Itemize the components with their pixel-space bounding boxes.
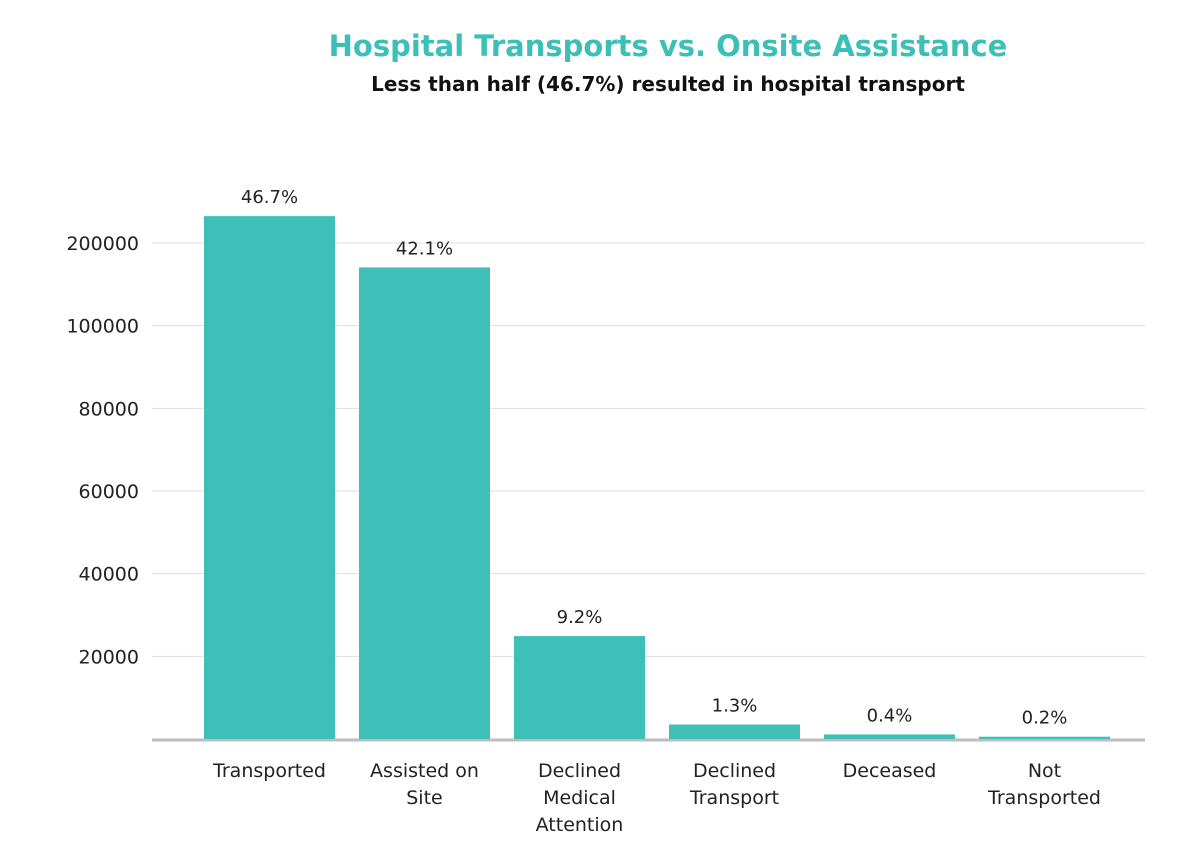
y-tick-label: 200000: [66, 233, 139, 255]
x-category-label: Declined: [538, 760, 621, 782]
y-tick-label: 60000: [79, 481, 139, 503]
bar: [514, 636, 645, 739]
bars: [204, 216, 1110, 740]
chart-subtitle: Less than half (46.7%) resulted in hospi…: [371, 72, 965, 96]
y-tick-label: 40000: [79, 564, 139, 586]
x-category-label: Site: [406, 787, 442, 809]
bar: [669, 724, 800, 739]
chart-title: Hospital Transports vs. Onsite Assistanc…: [329, 29, 1008, 63]
bar: [359, 267, 490, 739]
bar: [824, 734, 955, 739]
y-tick-label: 80000: [79, 398, 139, 420]
x-axis-categories: Transported Assisted on Site Declined Medica…: [212, 760, 1101, 836]
x-category-label: Transport: [689, 787, 779, 809]
data-label: 46.7%: [241, 187, 298, 208]
x-category-label: Assisted on: [370, 760, 479, 782]
x-category-label: Not: [1028, 760, 1061, 782]
data-label: 0.2%: [1022, 708, 1068, 729]
y-tick-label: 100000: [66, 316, 139, 338]
x-category-label: Transported: [987, 787, 1101, 809]
data-labels: 46.7% 42.1% 9.2% 1.3% 0.4% 0.2%: [241, 187, 1067, 729]
x-category-label: Transported: [212, 760, 326, 782]
data-label: 1.3%: [712, 696, 758, 717]
x-category-label: Declined: [693, 760, 776, 782]
x-category-label: Deceased: [843, 760, 937, 782]
x-category-label: Attention: [536, 814, 624, 836]
bar: [979, 736, 1110, 739]
data-label: 0.4%: [867, 705, 913, 726]
bar: [204, 216, 335, 740]
y-tick-label: 20000: [79, 646, 139, 668]
data-label: 9.2%: [557, 607, 603, 628]
x-category-label: Medical: [543, 787, 616, 809]
data-label: 42.1%: [396, 238, 453, 259]
y-axis-ticks: 20000 40000 60000 80000 100000 200000: [66, 233, 139, 668]
